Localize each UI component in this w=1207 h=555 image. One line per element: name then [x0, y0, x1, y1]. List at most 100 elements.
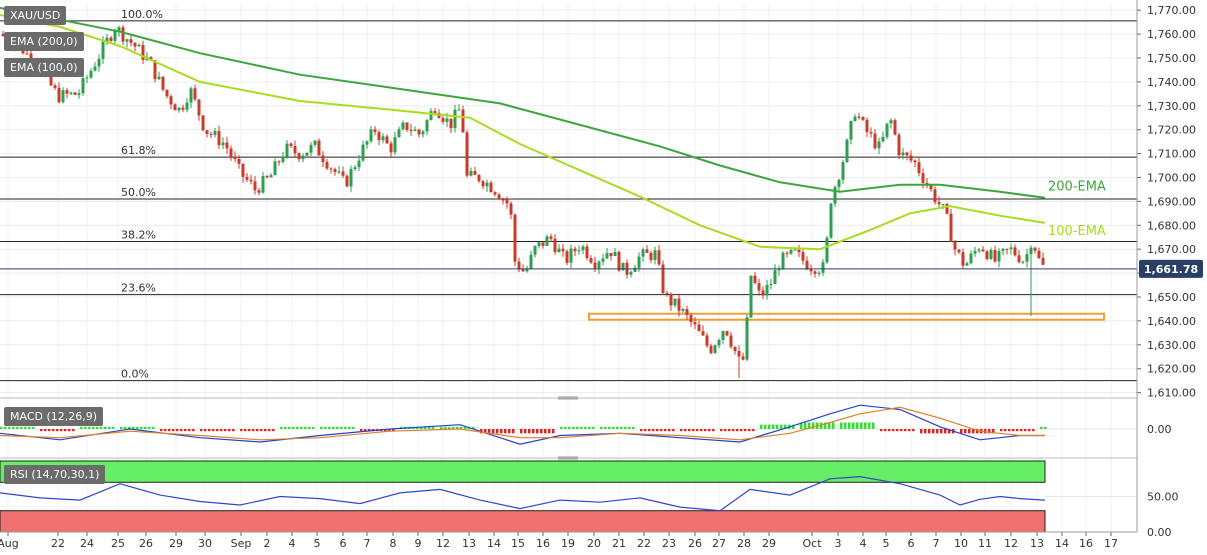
candle-body — [665, 293, 669, 295]
macd-bar — [260, 429, 263, 432]
candle-body — [921, 173, 925, 183]
macd-bar — [764, 424, 767, 429]
macd-bar — [772, 424, 775, 429]
macd-bar — [368, 429, 371, 432]
macd-bar — [684, 429, 687, 432]
candle-body — [277, 161, 281, 163]
candle-body — [397, 129, 401, 138]
macd-bar — [920, 429, 923, 434]
ema-labels: 200-EMA 100-EMA — [1048, 180, 1106, 239]
candle-body — [641, 249, 645, 257]
macd-bar — [732, 429, 735, 432]
candle-body — [1005, 248, 1009, 250]
macd-bar — [608, 426, 611, 429]
macd-bar — [828, 422, 831, 429]
macd-bar — [804, 422, 807, 429]
candle-body — [605, 253, 609, 259]
candle-body — [485, 182, 489, 187]
macd-bar — [912, 429, 915, 432]
candle-body — [229, 148, 233, 157]
macd-bar — [264, 429, 267, 432]
macd-bar — [528, 429, 531, 434]
y-tick-label: 1,750.00 — [1147, 52, 1196, 65]
macd-bar — [600, 426, 603, 429]
macd-bar — [1020, 429, 1023, 432]
macd-bar — [172, 429, 175, 432]
macd-bar — [364, 429, 367, 432]
candle-body — [389, 143, 393, 153]
macd-bar — [928, 429, 931, 434]
candle-body — [457, 109, 461, 111]
candle-body — [53, 85, 57, 88]
x-tick-label: 9 — [415, 537, 422, 550]
candle-body — [393, 137, 397, 153]
candle-body — [477, 174, 481, 182]
x-tick-label: Oct — [802, 537, 822, 550]
macd-bar — [108, 426, 111, 429]
macd-bar — [84, 426, 87, 429]
macd-bar — [428, 426, 431, 429]
macd-bar — [384, 429, 387, 432]
fibonacci-levels: 100.0% 61.8% 50.0% 38.2% 23.6% 0.0% — [0, 8, 1137, 382]
macd-bar — [632, 426, 635, 429]
candle-body — [113, 30, 117, 41]
x-tick-label: 2 — [264, 537, 271, 550]
macd-bar — [332, 426, 335, 429]
macd-bar — [864, 422, 867, 429]
macd-bar — [784, 424, 787, 429]
candle-body — [285, 143, 289, 157]
macd-bar — [708, 429, 711, 432]
macd-bar — [204, 429, 207, 432]
candle-body — [69, 92, 73, 94]
macd-bar — [580, 426, 583, 429]
macd-bar — [552, 429, 555, 434]
candle-body — [561, 248, 565, 252]
candle-body — [381, 136, 385, 141]
fib-label: 61.8% — [121, 144, 156, 157]
macd-bar — [320, 426, 323, 429]
candle-body — [409, 129, 413, 131]
macd-bar — [448, 426, 451, 429]
macd-bar — [288, 426, 291, 429]
macd-bar — [620, 426, 623, 429]
candle-body — [261, 176, 265, 193]
macd-bar — [132, 426, 135, 429]
macd-bar — [304, 426, 307, 429]
x-tick-label: 19 — [561, 537, 575, 550]
macd-bar — [508, 429, 511, 434]
candle-body — [197, 99, 201, 116]
candle-body — [865, 119, 869, 133]
candle-body — [501, 199, 505, 201]
candle-body — [1029, 247, 1033, 255]
macd-bar — [432, 426, 435, 429]
candle-body — [801, 252, 805, 261]
x-tick-label: 15 — [511, 537, 525, 550]
macd-bar — [144, 426, 147, 429]
candle-body — [553, 238, 557, 253]
macd-bar — [336, 426, 339, 429]
candle-body — [257, 190, 261, 193]
macd-bar — [808, 422, 811, 429]
candle-body — [221, 142, 225, 146]
candle-body — [673, 298, 677, 306]
macd-bar — [824, 422, 827, 429]
macd-bar — [100, 426, 103, 429]
macd-bar — [324, 426, 327, 429]
candle-body — [721, 331, 725, 341]
macd-bar — [944, 429, 947, 434]
rsi-line — [0, 475, 1046, 512]
macd-bar — [848, 422, 851, 429]
candle-body — [241, 163, 245, 177]
macd-bar — [924, 429, 927, 434]
x-tick-label: 8 — [390, 537, 397, 550]
x-tick-label: 27 — [712, 537, 726, 550]
candle-body — [533, 245, 537, 255]
candle-body — [453, 109, 457, 129]
candle-body — [889, 120, 893, 124]
candle-body — [985, 251, 989, 260]
macd-bar — [736, 429, 739, 432]
candle-body — [401, 122, 405, 130]
macd-bar — [624, 426, 627, 429]
x-tick-label: 24 — [80, 537, 94, 550]
